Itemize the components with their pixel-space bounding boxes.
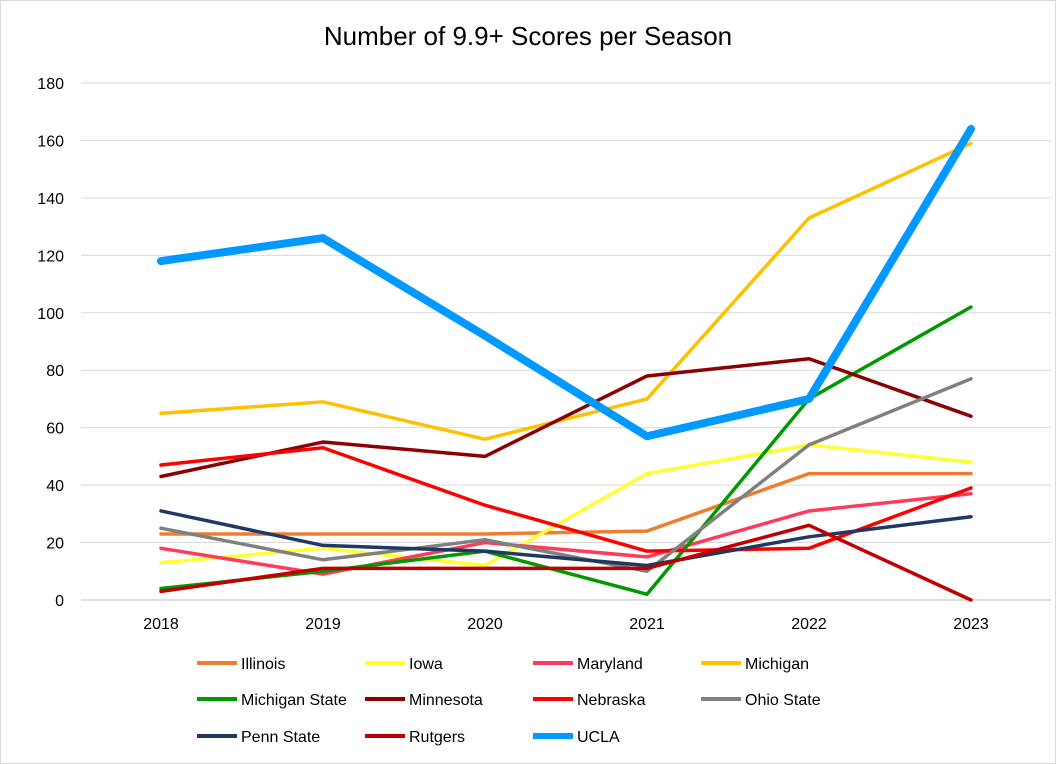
x-tick-label: 2022 [791,616,827,633]
legend: Illinois Iowa Maryland Michigan Michigan Sta… [197,656,821,746]
x-tick-label: 2018 [143,616,179,633]
y-tick-label: 0 [55,593,64,610]
legend-label: UCLA [577,729,620,746]
series-line-michigan [159,141,973,441]
series-line-maryland [159,491,973,576]
y-tick-label: 100 [37,306,64,323]
legend-label: Michigan State [241,692,347,709]
y-tick-label: 60 [46,421,64,438]
x-tick-label: 2019 [305,616,341,633]
y-tick-label: 20 [46,536,64,553]
x-axis-ticks: 2018 2019 2020 2021 2022 2023 [143,616,989,633]
legend-label: Minnesota [409,692,483,709]
y-tick-label: 180 [37,76,64,93]
y-tick-label: 120 [37,248,64,265]
legend-label: Ohio State [745,692,821,709]
series-line-penn-state [159,509,973,568]
y-tick-label: 140 [37,191,64,208]
y-tick-label: 80 [46,363,64,380]
legend-label: Illinois [241,656,285,673]
legend-label: Michigan [745,656,809,673]
x-tick-label: 2023 [953,616,989,633]
legend-label: Iowa [409,656,443,673]
x-tick-label: 2020 [467,616,503,633]
legend-label: Maryland [577,656,643,673]
y-tick-label: 160 [37,133,64,150]
series-line-ucla [157,124,975,441]
series-line-illinois [159,471,973,536]
y-tick-label: 40 [46,478,64,495]
series-line-rutgers [159,523,973,602]
legend-label: Penn State [241,729,320,746]
series-lines [157,124,975,602]
series-line-michigan-state [159,305,973,597]
chart-title: Number of 9.9+ Scores per Season [323,21,733,51]
legend-label: Rutgers [409,729,465,746]
series-line-minnesota [159,356,973,479]
y-axis-ticks: 0 20 40 60 80 100 120 140 160 180 [37,76,64,610]
series-line-iowa [159,443,973,568]
series-line-ohio-state [159,377,973,574]
gridlines [81,82,1051,601]
legend-label: Nebraska [577,692,646,709]
x-tick-label: 2021 [629,616,665,633]
